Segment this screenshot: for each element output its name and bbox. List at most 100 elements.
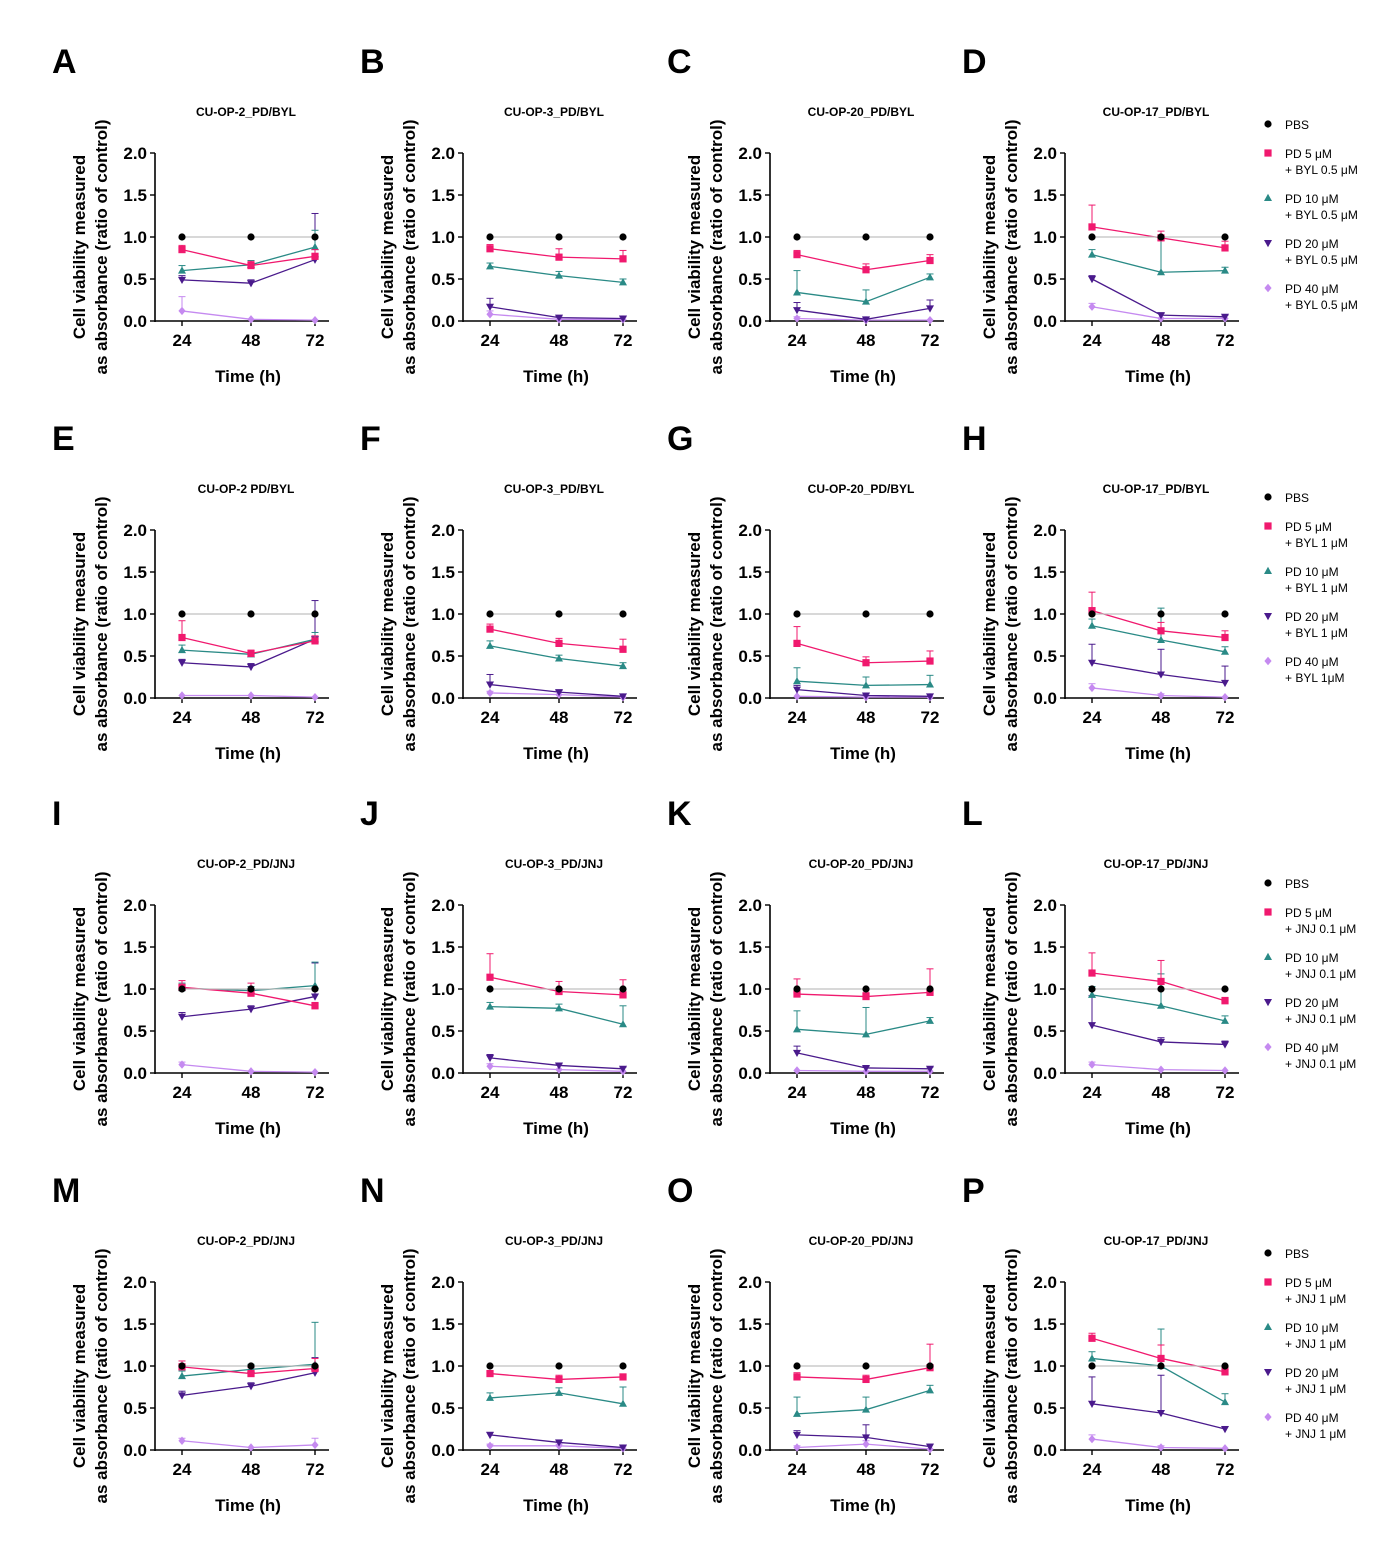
data-point-pd20 [247, 663, 255, 672]
legend-marker-pd10 [1264, 566, 1272, 574]
data-point-pd10 [486, 641, 494, 649]
data-point-pd40 [1088, 1434, 1096, 1444]
panel-letter-D: D [962, 43, 987, 81]
series-pd5 [178, 620, 319, 658]
x-axis-title: Time (h) [215, 367, 281, 386]
y-tick-label: 1.0 [1033, 228, 1057, 247]
x-tick-label: 72 [306, 1083, 325, 1102]
panel-letter-C: C [667, 43, 692, 81]
data-point-pd20 [1157, 312, 1165, 320]
data-point-pd40 [486, 688, 494, 698]
y-tick-label: 2.0 [1033, 896, 1057, 915]
x-axis-title: Time (h) [523, 744, 589, 763]
data-point-pbs [1088, 1362, 1096, 1370]
data-point-pd20 [926, 693, 934, 701]
data-point-pd20 [1157, 671, 1165, 679]
series-pd5 [793, 626, 934, 667]
x-tick-label: 48 [242, 1083, 261, 1102]
series-pbs [793, 1362, 934, 1370]
series-pd5 [793, 249, 934, 274]
data-point-pd10 [862, 1405, 870, 1413]
data-point-pd20 [793, 686, 801, 694]
y-tick-label: 0.0 [431, 1441, 455, 1460]
y-tick-label: 0.0 [738, 312, 762, 331]
data-point-pd10 [1157, 635, 1165, 644]
y-tick-label: 1.0 [738, 228, 762, 247]
chart-panel-N: N CU-OP-3_PD/JNJ 0.0 0.5 1.0 1.5 2.0 24 48 72 Time… [360, 1172, 637, 1515]
data-point-pbs [1221, 610, 1229, 618]
data-point-pbs [555, 233, 563, 241]
x-tick-label: 72 [1216, 1083, 1235, 1102]
y-tick-label: 0.5 [123, 1399, 147, 1418]
legend-marker-pd5 [1264, 908, 1272, 916]
y-tick-label: 1.0 [1033, 1357, 1057, 1376]
data-point-pd40 [247, 1067, 255, 1076]
data-point-pd20 [862, 316, 870, 324]
y-axis-title: Cell viability measured as absorbance (ra… [685, 496, 726, 751]
data-point-pd40 [1221, 692, 1229, 702]
y-axis-title: Cell viability measured as absorbance (ra… [378, 1248, 419, 1503]
x-tick-label: 48 [857, 708, 876, 727]
x-tick-label: 24 [481, 331, 500, 350]
data-point-pd20 [1221, 1426, 1229, 1434]
data-point-pbs [555, 610, 563, 618]
data-point-pd10 [555, 1004, 563, 1012]
y-axis-title: Cell viability measured as absorbance (ra… [685, 1248, 726, 1503]
y-tick-label: 2.0 [123, 521, 147, 540]
panel-letter-A: A [52, 43, 77, 81]
data-point-pbs [793, 610, 801, 618]
data-point-pbs [1088, 610, 1096, 618]
y-tick-label: 0.5 [431, 1399, 455, 1418]
y-tick-label: 1.0 [431, 605, 455, 624]
data-point-pd40 [486, 1441, 494, 1450]
data-point-pd40 [793, 314, 801, 323]
series-line [796, 680, 931, 687]
x-tick-label: 24 [1083, 331, 1102, 350]
y-axis-title: Cell viability measured as absorbance (ra… [70, 871, 111, 1126]
data-point-pd5 [247, 261, 255, 270]
data-point-pd40 [247, 691, 255, 700]
chart-title: CU-OP-2_PD/BYL [196, 105, 296, 119]
data-point-pd40 [793, 1443, 801, 1452]
x-tick-label: 24 [788, 331, 807, 350]
x-tick-label: 24 [173, 1460, 192, 1479]
chart-panel-G: G CU-OP-20_PD/BYL 0.0 0.5 1.0 1.5 2.0 24 48 72 Tim… [667, 420, 944, 763]
data-point-pd5 [619, 1373, 627, 1381]
series-pd20 [1088, 275, 1229, 321]
y-tick-label: 1.0 [738, 1357, 762, 1376]
y-tick-label: 1.0 [1033, 980, 1057, 999]
data-point-pbs [619, 1362, 627, 1370]
data-point-pd20 [1088, 1022, 1096, 1030]
panel-letter-O: O [667, 1172, 693, 1210]
y-tick-label: 2.0 [738, 521, 762, 540]
data-point-pd10 [793, 288, 801, 296]
series-pbs [1088, 1362, 1229, 1370]
y-tick-label: 1.5 [123, 1315, 147, 1334]
data-point-pd20 [178, 1392, 186, 1400]
data-point-pbs [486, 985, 494, 993]
data-point-pd10 [619, 661, 627, 670]
legend-marker-pd20 [1264, 1369, 1272, 1377]
x-tick-label: 24 [1083, 708, 1102, 727]
panel-letter-I: I [52, 795, 61, 833]
series-pd10 [486, 640, 627, 670]
x-tick-label: 48 [550, 331, 569, 350]
legend-label: PD 20 μM [1285, 610, 1339, 624]
series-pbs [793, 610, 934, 618]
data-point-pd5 [793, 990, 801, 998]
data-point-pbs [1157, 233, 1165, 241]
data-point-pbs [311, 233, 319, 241]
data-point-pd20 [793, 1431, 801, 1440]
y-tick-label: 2.0 [738, 144, 762, 163]
data-point-pd20 [619, 315, 627, 323]
data-point-pd20 [862, 1064, 870, 1073]
y-tick-label: 0.0 [1033, 689, 1057, 708]
data-point-pd40 [926, 315, 934, 325]
data-point-pbs [486, 1362, 494, 1370]
y-tick-label: 0.5 [1033, 647, 1057, 666]
x-tick-label: 48 [1152, 708, 1171, 727]
legend-label: PBS [1285, 877, 1309, 891]
data-point-pd10 [1221, 266, 1229, 274]
data-point-pd5 [619, 255, 627, 263]
data-point-pd5 [793, 639, 801, 647]
